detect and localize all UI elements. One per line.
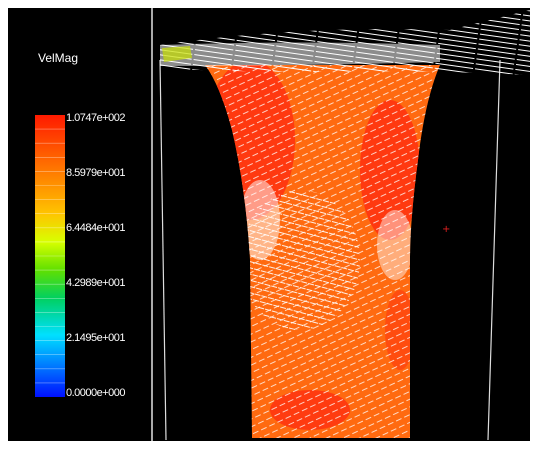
legend-label: 2.1495e+001 [66, 332, 125, 344]
screenshot: VelMag 1.0747e+002 8.5979e+001 6.4484e+001… [0, 0, 538, 451]
probe-marker: + [442, 224, 450, 235]
legend-label: 1.0747e+002 [66, 112, 125, 124]
legend-label: 8.5979e+001 [66, 167, 125, 179]
legend-label: 0.0000e+000 [66, 387, 125, 399]
inflow-band [160, 43, 440, 67]
legend-label: 6.4484e+001 [66, 222, 125, 234]
viewport: VelMag 1.0747e+002 8.5979e+001 6.4484e+001… [0, 0, 538, 451]
legend-label: 4.2989e+001 [66, 277, 125, 289]
legend-title: VelMag [38, 51, 78, 65]
